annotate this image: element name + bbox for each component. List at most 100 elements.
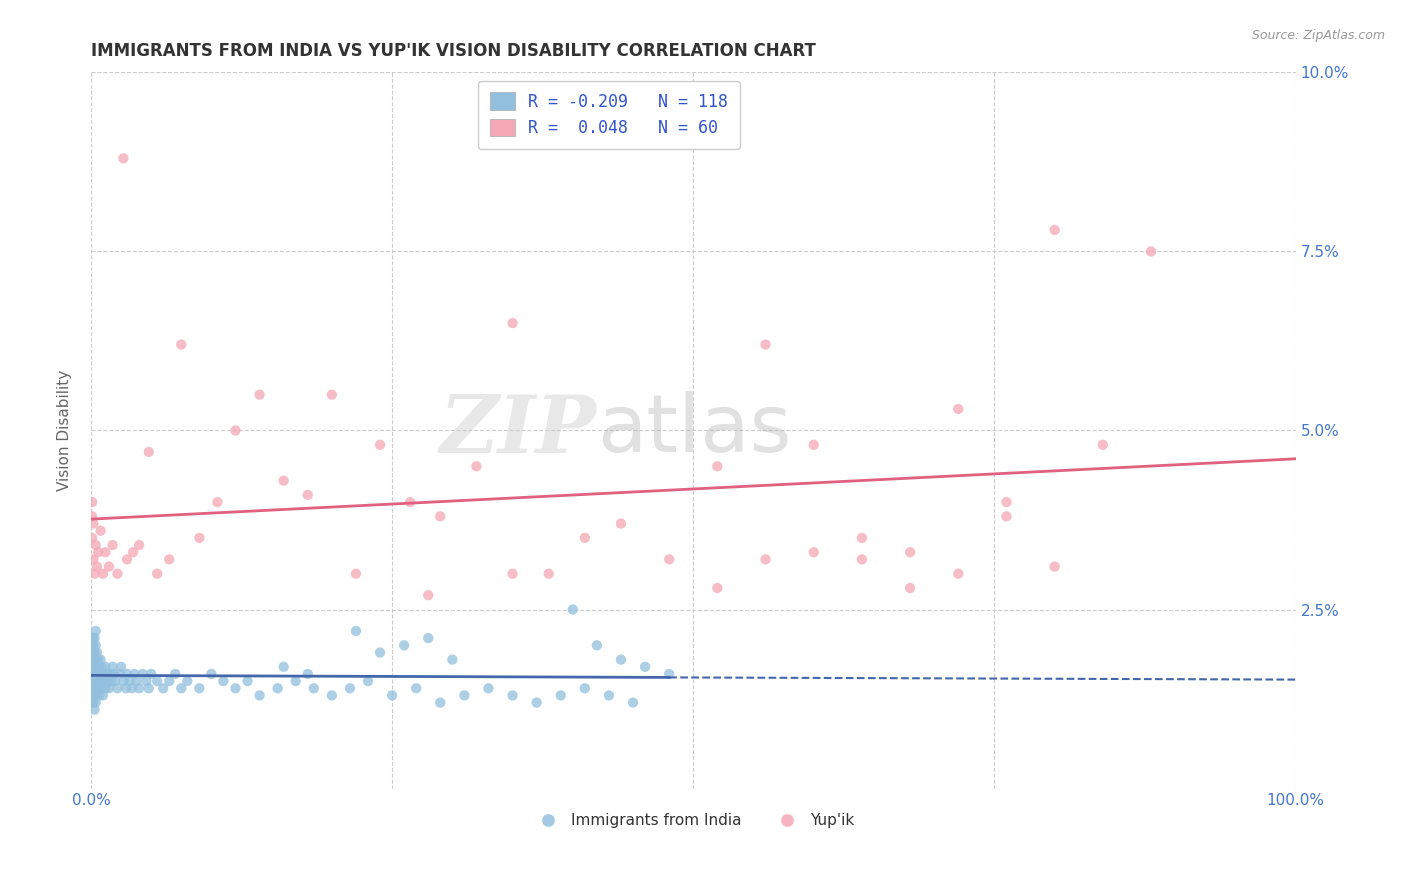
Point <box>82 631 104 645</box>
Point <box>83 667 105 681</box>
Point <box>84 696 107 710</box>
Point <box>152 681 174 696</box>
Point <box>96 667 118 681</box>
Point <box>273 474 295 488</box>
Point <box>90 674 112 689</box>
Point <box>157 552 180 566</box>
Point <box>176 674 198 689</box>
Point <box>115 667 138 681</box>
Point <box>948 402 970 417</box>
Point <box>82 645 104 659</box>
Point <box>82 681 104 696</box>
Point <box>84 667 107 681</box>
Point <box>170 337 193 351</box>
Point <box>101 538 124 552</box>
Point <box>87 545 110 559</box>
Point <box>429 509 451 524</box>
Text: atlas: atlas <box>598 392 792 469</box>
Point <box>86 674 108 689</box>
Point <box>598 689 620 703</box>
Point <box>165 667 187 681</box>
Point <box>188 681 211 696</box>
Point <box>321 689 343 703</box>
Point <box>574 531 596 545</box>
Point <box>82 645 104 659</box>
Point <box>83 645 105 659</box>
Point <box>658 552 681 566</box>
Point <box>104 674 127 689</box>
Point <box>561 602 583 616</box>
Point <box>84 624 107 638</box>
Point <box>112 674 135 689</box>
Point <box>82 667 104 681</box>
Point <box>706 459 728 474</box>
Point <box>146 674 169 689</box>
Point <box>82 696 104 710</box>
Point <box>392 638 415 652</box>
Point <box>754 337 776 351</box>
Point <box>138 445 160 459</box>
Point <box>82 516 104 531</box>
Point <box>124 667 146 681</box>
Point <box>381 689 404 703</box>
Point <box>368 645 391 659</box>
Point <box>97 674 120 689</box>
Point <box>115 681 138 696</box>
Point <box>658 667 681 681</box>
Point <box>128 538 150 552</box>
Point <box>621 696 644 710</box>
Point <box>344 566 367 581</box>
Point <box>188 531 211 545</box>
Point <box>82 638 104 652</box>
Point <box>399 495 422 509</box>
Point <box>82 681 104 696</box>
Point <box>273 660 295 674</box>
Point <box>98 559 121 574</box>
Text: Source: ZipAtlas.com: Source: ZipAtlas.com <box>1251 29 1385 42</box>
Point <box>91 667 114 681</box>
Point <box>453 689 475 703</box>
Point <box>898 581 921 595</box>
Point <box>82 652 104 666</box>
Point <box>82 631 104 645</box>
Point <box>86 689 108 703</box>
Point <box>107 566 129 581</box>
Point <box>107 681 129 696</box>
Point <box>86 559 108 574</box>
Point <box>502 689 524 703</box>
Point <box>754 552 776 566</box>
Point <box>898 545 921 559</box>
Point <box>84 538 107 552</box>
Point <box>83 566 105 581</box>
Point <box>1091 438 1114 452</box>
Point <box>284 674 307 689</box>
Point <box>634 660 657 674</box>
Point <box>82 696 104 710</box>
Point <box>91 689 114 703</box>
Point <box>200 667 222 681</box>
Point <box>249 387 271 401</box>
Point <box>84 681 107 696</box>
Point <box>86 660 108 674</box>
Point <box>110 660 132 674</box>
Point <box>236 674 259 689</box>
Point <box>82 531 104 545</box>
Point <box>418 588 440 602</box>
Point <box>87 681 110 696</box>
Point <box>948 566 970 581</box>
Point <box>82 689 104 703</box>
Point <box>477 681 499 696</box>
Point <box>550 689 572 703</box>
Point <box>84 652 107 666</box>
Point <box>157 674 180 689</box>
Point <box>82 689 104 703</box>
Point <box>98 681 121 696</box>
Point <box>89 660 111 674</box>
Point <box>100 674 122 689</box>
Point <box>574 681 596 696</box>
Point <box>1043 559 1066 574</box>
Point <box>82 660 104 674</box>
Point <box>86 645 108 659</box>
Legend: Immigrants from India, Yup'ik: Immigrants from India, Yup'ik <box>526 807 860 835</box>
Point <box>207 495 229 509</box>
